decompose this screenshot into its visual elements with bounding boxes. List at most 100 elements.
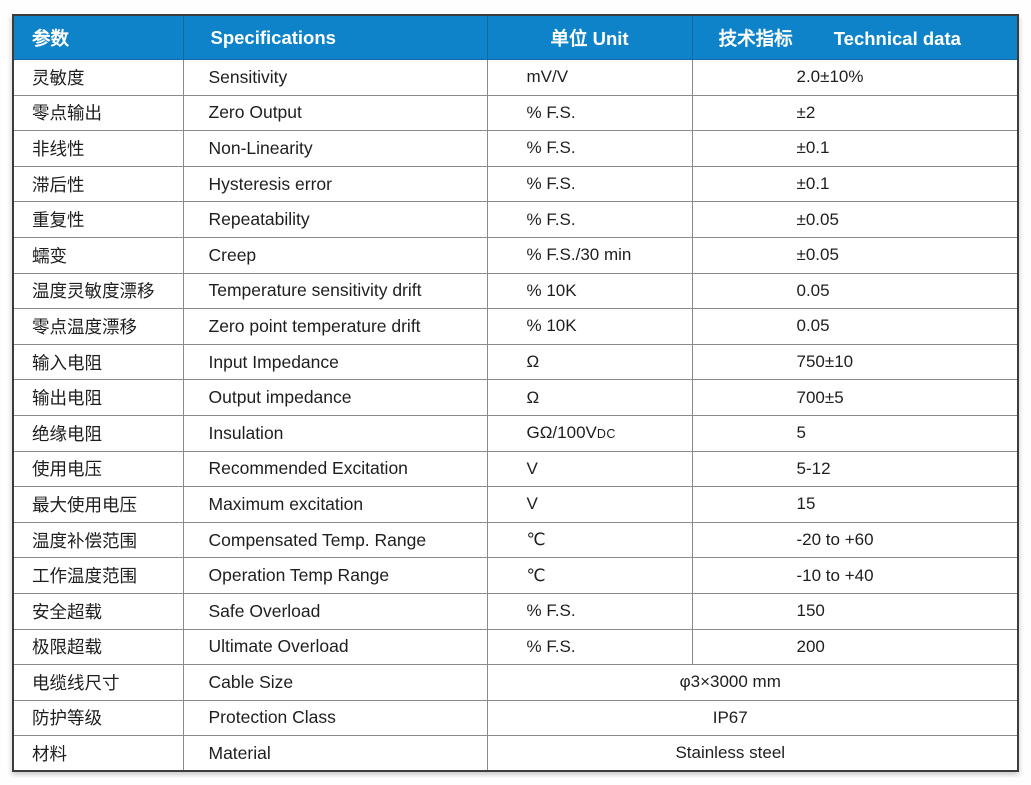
table-row: 灵敏度 Sensitivity mV/V 2.0±10% [12, 59, 1019, 96]
unit-cell: ℃ [486, 521, 693, 559]
param-cell: 电缆线尺寸 [12, 664, 184, 701]
unit-cell: % F.S. [486, 165, 693, 203]
unit-text: V [526, 458, 538, 478]
header-unit: 单位 Unit [486, 15, 693, 60]
unit-text: % F.S. [526, 138, 576, 158]
spec-cell: Repeatability [182, 201, 488, 238]
spec-cell: Creep [182, 236, 488, 274]
param-cell: 零点温度漂移 [12, 308, 184, 345]
header-technical-data: 技术指标 Technical data [691, 15, 1019, 60]
unit-cell: % F.S. [486, 592, 693, 630]
unit-text: % 10K [526, 280, 577, 300]
param-cell: 蠕变 [12, 236, 184, 274]
unit-cell: % F.S. [486, 94, 693, 132]
unit-text: % F.S. [526, 636, 576, 656]
param-cell: 温度灵敏度漂移 [12, 272, 184, 310]
spec-cell: Material [182, 735, 488, 772]
param-cell: 温度补偿范围 [12, 521, 184, 559]
spec-cell: Non-Linearity [182, 130, 488, 167]
unit-cell: % 10K [486, 272, 693, 310]
value-cell: 5 [691, 414, 1019, 452]
value-cell: ±2 [691, 94, 1019, 132]
table-row: 零点温度漂移 Zero point temperature drift % 10K 0… [12, 308, 1019, 345]
table-row: 使用电压 Recommended Excitation V 5-12 [12, 450, 1019, 488]
unit-text: Ω [526, 352, 540, 372]
spec-cell: Operation Temp Range [182, 557, 488, 594]
table-row: 非线性 Non-Linearity % F.S. ±0.1 [12, 130, 1019, 167]
table-row: 极限超载 Ultimate Overload % F.S. 200 [12, 628, 1019, 666]
table-row: 零点输出 Zero Output % F.S. ±2 [12, 94, 1019, 132]
spec-cell: Sensitivity [182, 59, 488, 96]
unit-text: ℃ [526, 565, 546, 585]
value-cell: 0.05 [691, 272, 1019, 310]
value-cell: ±0.1 [691, 165, 1019, 203]
param-cell: 非线性 [12, 130, 184, 167]
spec-cell: Compensated Temp. Range [182, 521, 488, 559]
merged-value-cell: Stainless steel [486, 735, 1019, 772]
table-row: 最大使用电压 Maximum excitation V 15 [12, 486, 1019, 523]
unit-cell: V [486, 450, 693, 488]
unit-cell: ℃ [486, 557, 693, 594]
value-cell: ±0.05 [691, 201, 1019, 238]
spec-cell: Hysteresis error [182, 165, 488, 203]
param-cell: 使用电压 [12, 450, 184, 488]
table-row: 输出电阻 Output impedance Ω 700±5 [12, 379, 1019, 416]
table-row: 温度灵敏度漂移 Temperature sensitivity drift % 10… [12, 272, 1019, 310]
unit-text: Ω [526, 387, 540, 407]
unit-cell: % F.S. [486, 628, 693, 666]
value-cell: 750±10 [691, 343, 1019, 381]
unit-text: % F.S. [526, 601, 576, 621]
param-cell: 绝缘电阻 [12, 414, 184, 452]
unit-text: % F.S. [526, 102, 576, 122]
value-cell: ±0.1 [691, 130, 1019, 167]
table-row: 安全超载 Safe Overload % F.S. 150 [12, 592, 1019, 630]
spec-table-body: 灵敏度 Sensitivity mV/V 2.0±10% 零点输出 Zero Output… [12, 59, 1019, 772]
unit-text: % F.S./30 min [526, 245, 632, 265]
table-row: 工作温度范围 Operation Temp Range ℃ -10 to +40 [12, 557, 1019, 594]
spec-cell: Ultimate Overload [182, 628, 488, 666]
unit-text: V [526, 494, 538, 514]
merged-value-cell: φ3×3000 mm [486, 664, 1019, 701]
param-cell: 零点输出 [12, 94, 184, 132]
spec-cell: Protection Class [182, 699, 488, 737]
value-cell: -10 to +40 [691, 557, 1019, 594]
unit-cell: Ω [486, 343, 693, 381]
param-cell: 重复性 [12, 201, 184, 238]
table-row: 滞后性 Hysteresis error % F.S. ±0.1 [12, 165, 1019, 203]
param-cell: 输入电阻 [12, 343, 184, 381]
unit-text: % F.S. [526, 209, 576, 229]
unit-text: ℃ [526, 530, 546, 550]
header-technical-data-en: Technical data [833, 27, 961, 49]
spec-cell: Output impedance [182, 379, 488, 416]
spec-table: 参数 Specifications 单位 Unit 技术指标 Technical… [12, 14, 1019, 773]
spec-cell: Zero Output [182, 94, 488, 132]
spec-cell: Cable Size [182, 664, 488, 701]
spec-cell: Input Impedance [182, 343, 488, 381]
header-specifications: Specifications [182, 15, 488, 60]
value-cell: 700±5 [691, 379, 1019, 416]
merged-value-cell: IP67 [486, 699, 1019, 737]
table-row: 材料 Material Stainless steel [12, 735, 1019, 772]
param-cell: 极限超载 [12, 628, 184, 666]
unit-cell: % F.S. [486, 130, 693, 167]
unit-subscript: DC [596, 427, 616, 442]
table-row: 防护等级 Protection Class IP67 [12, 699, 1019, 737]
value-cell: 150 [691, 592, 1019, 630]
table-row: 输入电阻 Input Impedance Ω 750±10 [12, 343, 1019, 381]
spec-cell: Recommended Excitation [182, 450, 488, 488]
spec-cell: Maximum excitation [182, 486, 488, 523]
value-cell: ±0.05 [691, 236, 1019, 274]
param-cell: 安全超载 [12, 592, 184, 630]
value-cell: -20 to +60 [691, 521, 1019, 559]
unit-text: GΩ/100V [526, 423, 597, 443]
unit-cell: mV/V [486, 59, 693, 96]
param-cell: 工作温度范围 [12, 557, 184, 594]
unit-text: % F.S. [526, 174, 576, 194]
unit-cell: GΩ/100VDC [486, 414, 693, 452]
value-cell: 2.0±10% [691, 59, 1019, 96]
header-technical-data-zh: 技术指标 [718, 27, 793, 49]
param-cell: 滞后性 [12, 165, 184, 203]
param-cell: 防护等级 [12, 699, 184, 737]
value-cell: 200 [691, 628, 1019, 666]
